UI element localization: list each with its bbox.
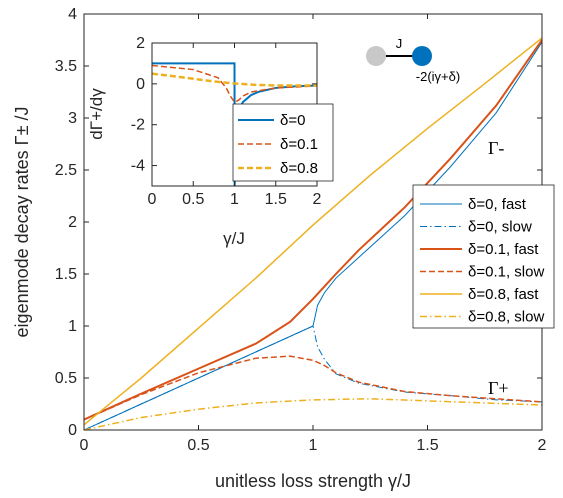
inset-x-tick-label: 2 <box>313 191 322 208</box>
inset-y-tick-label: -4 <box>131 158 145 175</box>
series-line-delta-0-1 <box>152 64 317 104</box>
series-line-delta-0-8 <box>152 72 317 87</box>
main-y-axis-label: eigenmode decay rates Γ± /J <box>12 107 32 338</box>
inset-y-tick-label: -2 <box>131 117 145 134</box>
inset-plot: 0 0.5 1 1.5 2 2 0 -2 -4 γ/J dΓ+/dγ δ=0 δ=0.1 δ=0.… <box>87 35 334 248</box>
two-mode-diagram: J -2(iγ+δ) <box>366 36 460 84</box>
inset-y-axis-label: dΓ+/dγ <box>87 88 106 140</box>
inset-x-axis-label: γ/J <box>223 229 245 248</box>
main-x-axis-label: unitless loss strength γ/J <box>215 471 411 491</box>
main-x-tick-label: 0 <box>80 437 89 454</box>
series-line-delta-0-slow <box>84 325 542 430</box>
series-line-delta-0-8-fast <box>84 37 542 426</box>
main-x-tick-label: 1.5 <box>416 437 438 454</box>
coupling-label: J <box>396 36 403 51</box>
inset-y-tick-label: 0 <box>136 76 145 93</box>
main-y-tick-label: 3 <box>68 110 77 127</box>
lossy-mode-circle <box>412 46 432 66</box>
legend-label-delta-0-8: δ=0.8 <box>280 160 318 177</box>
main-x-ticks: 0 0.5 1 1.5 2 <box>80 14 547 454</box>
main-x-tick-label: 2 <box>538 437 547 454</box>
gamma-minus-annotation: Γ- <box>488 138 504 158</box>
series-line-delta-0-fast <box>84 41 542 430</box>
inset-x-tick-label: 1 <box>230 191 239 208</box>
legend-label-delta-0: δ=0 <box>280 112 305 129</box>
inset-y-tick-label: 2 <box>136 35 145 52</box>
main-x-tick-label: 1 <box>309 437 318 454</box>
lossless-mode-circle <box>366 46 386 66</box>
main-y-tick-label: 3.5 <box>55 58 77 75</box>
inset-x-tick-label: 0 <box>148 191 157 208</box>
main-y-tick-label: 2 <box>68 214 77 231</box>
main-legend-box <box>412 184 555 329</box>
legend-label-delta-0-fast: δ=0, fast <box>468 196 527 213</box>
legend-label-delta-0-8-slow: δ=0.8, slow <box>468 309 544 326</box>
main-legend: δ=0, fast δ=0, slow δ=0.1, fast δ=0.1, slow… <box>412 184 555 329</box>
main-y-tick-label: 1 <box>68 318 77 335</box>
main-y-tick-label: 0.5 <box>55 370 77 387</box>
legend-label-delta-0-1: δ=0.1 <box>280 136 318 153</box>
main-y-tick-label: 2.5 <box>55 162 77 179</box>
inset-x-tick-label: 0.5 <box>182 191 204 208</box>
main-y-tick-label: 0 <box>68 422 77 439</box>
legend-label-delta-0-slow: δ=0, slow <box>468 219 532 236</box>
legend-label-delta-0-1-fast: δ=0.1, fast <box>468 241 539 258</box>
legend-label-delta-0-1-slow: δ=0.1, slow <box>468 264 544 281</box>
gamma-plus-annotation: Γ+ <box>488 378 509 398</box>
main-y-tick-label: 1.5 <box>55 266 77 283</box>
main-y-tick-label: 4 <box>68 6 77 23</box>
main-series-group <box>84 37 542 430</box>
series-line-delta-0-1-fast <box>84 39 542 421</box>
legend-label-delta-0-8-fast: δ=0.8, fast <box>468 286 539 303</box>
inset-legend-items: δ=0 δ=0.1 δ=0.8 <box>238 112 318 177</box>
inset-x-ticks: 0 0.5 1 1.5 2 <box>148 43 322 208</box>
loss-label: -2(iγ+δ) <box>416 69 460 84</box>
main-legend-items: δ=0, fast δ=0, slow δ=0.1, fast δ=0.1, slow… <box>420 196 544 326</box>
series-line-delta-0-1-slow <box>84 355 542 421</box>
inset-x-tick-label: 1.5 <box>265 191 287 208</box>
inset-legend: δ=0 δ=0.1 δ=0.8 <box>232 103 334 182</box>
series-line-delta-0-8-slow <box>84 398 542 430</box>
main-x-tick-label: 0.5 <box>187 437 209 454</box>
inset-y-ticks: 2 0 -2 -4 <box>131 35 317 175</box>
